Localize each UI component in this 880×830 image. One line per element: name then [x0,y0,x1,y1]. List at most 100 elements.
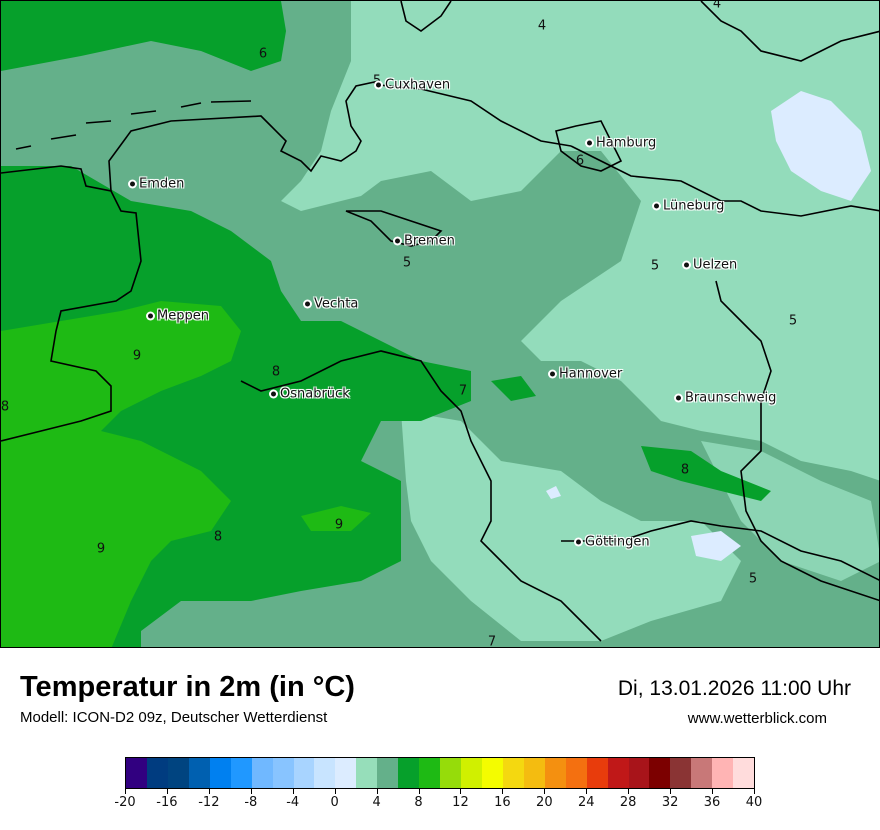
city-name: Vechta [314,296,359,312]
city-dot-icon [587,140,592,146]
temperature-map: 4 4 6 5 6 5 5 5 9 8 7 8 8 9 8 9 5 7 Cuxhaven Hamburg Emden L… [0,0,880,648]
colorbar-tick [502,789,504,794]
colorbar-tick-label: 8 [414,795,423,810]
city-name: Hannover [559,366,623,382]
colorbar-ticks: -20 -16 -12 -8 -4 0 4 8 12 16 20 24 28 32 36 40 [114,789,762,819]
city-dot-icon [271,391,276,397]
city-marker: Hannover [550,367,622,382]
colorbar-tick-label: 36 [703,795,721,810]
colorbar-segment [251,758,273,788]
city-marker: Lüneburg [654,199,724,214]
contour-label: 8 [213,529,223,545]
colorbar-tick [544,789,546,794]
colorbar-tick [250,789,252,794]
city-name: Emden [139,176,185,192]
colorbar-segment [523,758,545,788]
colorbar-segment [628,758,650,788]
city-name: Bremen [404,233,455,249]
contour-label: 4 [537,18,547,34]
city-dot-icon [684,262,689,268]
contour-label: 4 [712,0,722,12]
city-marker: Osnabrück [271,387,350,402]
colorbar-segment [356,758,378,788]
model-source: Modell: ICON-D2 09z, Deutscher Wetterdie… [20,709,328,726]
city-dot-icon [654,203,659,209]
city-marker: Vechta [305,297,358,312]
city-marker: Meppen [148,309,209,324]
colorbar-segment [377,758,399,788]
contour-label: 7 [458,383,468,399]
city-name: Meppen [157,308,209,324]
contour-label: 7 [487,634,497,648]
colorbar-tick-label: -12 [198,795,220,810]
colorbar-tick [754,789,755,794]
city-marker: Uelzen [684,258,737,273]
colorbar-tick-label: -4 [286,795,300,810]
city-marker: Emden [130,177,184,192]
contour-label: 8 [680,462,690,478]
colorbar-segment [481,758,503,788]
city-dot-icon [676,395,681,401]
colorbar-tick-label: -20 [114,795,136,810]
colorbar-segment [230,758,252,788]
forecast-datetime: Di, 13.01.2026 11:00 Uhr [617,677,851,700]
colorbar-tick [712,789,714,794]
colorbar-tick-label: 32 [661,795,679,810]
colorbar-tick [628,789,630,794]
colorbar-segment [146,758,168,788]
contour-label: 5 [372,73,382,89]
colorbar-segment [502,758,524,788]
colorbar-tick [418,789,420,794]
colorbar-tick-label: 0 [330,795,339,810]
colorbar-segment [167,758,189,788]
colorbar-segment [335,758,357,788]
contour-label: 9 [132,348,142,364]
colorbar-tick-label: 28 [619,795,637,810]
city-dot-icon [395,238,400,244]
city-name: Braunschweig [685,390,777,406]
temperature-field [1,1,879,647]
colorbar-tick [334,789,336,794]
city-dot-icon [576,539,581,545]
colorbar-segment [188,758,210,788]
city-dot-icon [550,371,555,377]
colorbar-segment [670,758,692,788]
colorbar-tick-label: 20 [536,795,553,810]
colorbar-segment [440,758,461,788]
colorbar-tick-label: -16 [156,795,178,810]
city-name: Uelzen [693,257,738,273]
city-name: Göttingen [585,534,650,550]
city-name: Osnabrück [280,386,350,402]
colorbar-segment [398,758,420,788]
colorbar-tick [292,789,294,794]
website-link[interactable]: www.wetterblick.com [687,710,827,727]
colorbar-segment [314,758,336,788]
colorbar-tick-label: 4 [372,795,381,810]
temperature-colorbar [125,757,755,789]
contour-label: 5 [748,571,758,587]
colorbar-segment [544,758,566,788]
colorbar-tick [586,789,588,794]
colorbar-segment [586,758,608,788]
city-marker: Hamburg [587,136,656,151]
city-dot-icon [305,301,310,307]
colorbar-segment [607,758,629,788]
colorbar-segment [565,758,587,788]
colorbar-tick [125,789,126,794]
colorbar-tick [670,789,672,794]
colorbar-tick [376,789,378,794]
contour-label: 9 [96,541,106,557]
city-name: Lüneburg [663,198,725,214]
city-dot-icon [148,313,153,319]
colorbar-tick-label: 24 [577,795,595,810]
colorbar-tick-label: 16 [494,795,511,810]
city-dot-icon [130,181,135,187]
city-name: Cuxhaven [385,77,451,93]
contour-label: 5 [402,255,412,271]
city-marker: Braunschweig [676,391,776,406]
colorbar-tick-label: 40 [745,795,763,810]
contour-label: 5 [650,258,660,274]
contour-label: 9 [334,517,344,533]
colorbar-tick [208,789,210,794]
colorbar-segment [272,758,294,788]
